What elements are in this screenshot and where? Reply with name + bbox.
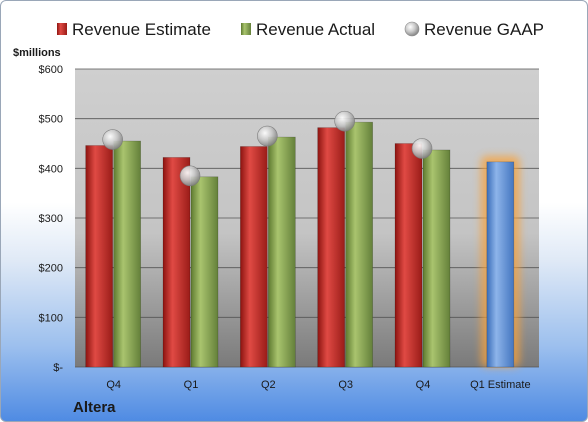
x-tick-label: Q1 — [184, 379, 199, 391]
y-axis-ticks: $- $100 $200 $300 $400 $500 $600 — [39, 64, 64, 374]
gridlines — [75, 68, 539, 368]
x-axis-ticks: Q4 Q1 Q2 Q3 Q4 Q1 Estimate — [106, 379, 530, 391]
y-tick-label: $600 — [39, 64, 63, 76]
bar-revenue-estimate — [85, 145, 113, 368]
legend-label-estimate: Revenue Estimate — [72, 20, 211, 39]
gaap-markers — [102, 110, 433, 187]
legend: Revenue Estimate Revenue Actual Revenue … — [57, 20, 544, 39]
legend-swatch-estimate — [57, 23, 67, 35]
x-tick-label: Q1 Estimate — [470, 379, 531, 391]
y-tick-label: $100 — [39, 312, 63, 324]
marker-revenue-gaap — [179, 165, 201, 187]
bar-revenue-estimate — [240, 146, 268, 368]
legend-label-gaap: Revenue GAAP — [424, 20, 544, 39]
bar-revenue-actual — [113, 140, 141, 368]
y-axis-unit-label: $millions — [13, 47, 61, 59]
x-tick-label: Q4 — [416, 379, 431, 391]
bar-revenue-actual — [345, 121, 373, 368]
bar-revenue-estimate-forecast — [486, 161, 515, 368]
legend-swatch-gaap — [404, 21, 420, 37]
x-tick-label: Q3 — [338, 379, 353, 391]
x-tick-label: Q4 — [106, 379, 121, 391]
legend-swatch-actual — [241, 23, 251, 35]
bar-revenue-actual — [268, 136, 296, 368]
y-tick-label: $- — [53, 362, 63, 374]
y-tick-label: $300 — [39, 213, 63, 225]
marker-revenue-gaap — [102, 129, 123, 150]
marker-revenue-gaap — [334, 110, 355, 132]
bars — [85, 121, 520, 368]
x-tick-label: Q2 — [261, 379, 276, 391]
bar-revenue-actual — [190, 176, 219, 368]
marker-revenue-gaap — [257, 125, 278, 147]
bar-revenue-estimate — [394, 143, 423, 368]
bar-revenue-estimate — [162, 157, 191, 368]
marker-revenue-gaap — [411, 138, 433, 159]
y-tick-label: $400 — [39, 163, 63, 175]
bar-revenue-actual — [422, 149, 451, 368]
company-name: Altera — [73, 399, 116, 416]
legend-label-actual: Revenue Actual — [256, 20, 375, 39]
y-tick-label: $200 — [39, 263, 63, 275]
bar-revenue-estimate — [317, 127, 345, 368]
y-tick-label: $500 — [39, 114, 63, 126]
